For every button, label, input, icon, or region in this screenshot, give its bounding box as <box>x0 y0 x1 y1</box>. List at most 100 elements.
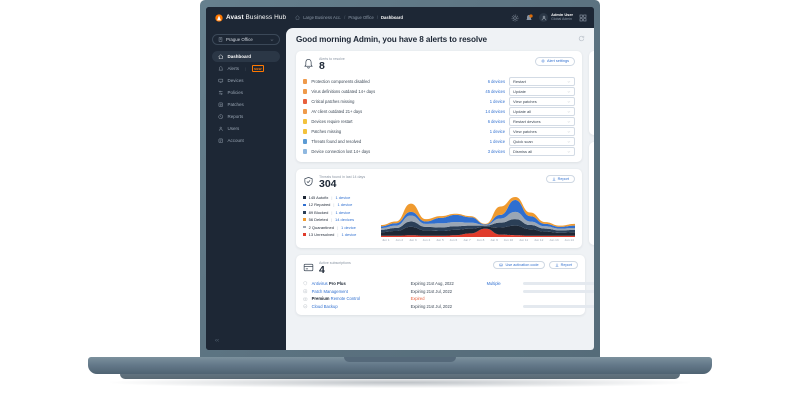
legend-color-swatch <box>303 203 306 207</box>
alert-action-select[interactable]: Quick scan <box>509 137 575 146</box>
laptop-shadow <box>110 377 690 388</box>
bell-outline-icon <box>304 59 313 69</box>
subscriptions-card-meta: Active subscriptions 4 <box>319 261 351 276</box>
left-column: Alerts to resolve 8 Alert settings <box>296 51 582 248</box>
alert-device-count[interactable]: 1 device <box>489 98 505 104</box>
subscription-name[interactable]: Antivirus Pro Plus <box>311 281 346 287</box>
threats-card-meta: Threats found in last 14 days 304 <box>319 175 365 190</box>
sidebar-item-reports[interactable]: Reports <box>212 111 280 122</box>
area-series-blocked <box>381 219 575 233</box>
x-tick-label: Jun 4 <box>422 237 431 242</box>
threats-report-button[interactable]: Report <box>545 174 575 184</box>
legend-value[interactable]: 14 devices <box>335 217 355 223</box>
alert-device-count[interactable]: 14 devices <box>485 108 505 114</box>
legend-color-swatch <box>303 196 306 199</box>
alert-device-count[interactable]: 3 devices <box>487 148 505 154</box>
subscriptions-report-button[interactable]: Report <box>548 260 578 270</box>
area-series-autofix <box>381 225 575 236</box>
threats-card: Threats found in last 14 days 304 Report <box>296 168 582 248</box>
greeting-row: Good morning Admin, you have 8 alerts to… <box>296 35 585 44</box>
alert-device-count[interactable]: 1 device <box>489 128 505 134</box>
legend-color-swatch <box>303 233 306 236</box>
x-tick-label: Jun 11 <box>519 237 529 242</box>
alert-action-select[interactable]: Restart <box>509 77 575 86</box>
sidebar-item-policies[interactable]: Policies <box>212 87 280 98</box>
legend-value[interactable]: 1 device <box>335 209 351 215</box>
alert-action-select[interactable]: Restart devices <box>509 117 575 126</box>
office-selector[interactable]: Prague Office <box>212 34 280 45</box>
alert-device-count[interactable]: 6 devices <box>487 79 505 85</box>
alert-device-count[interactable]: 45 devices <box>485 89 505 94</box>
threats-card-count: 304 <box>319 177 337 190</box>
legend-value[interactable]: 1 device <box>337 202 353 208</box>
alert-action-label: Update all <box>513 108 532 114</box>
subscription-progress-track <box>522 282 594 286</box>
alert-settings-button[interactable]: Alert settings <box>535 57 575 66</box>
breadcrumb-item-account[interactable]: Large Business Acc. <box>303 15 342 20</box>
refresh-icon[interactable] <box>578 35 585 42</box>
apps-grid-icon[interactable] <box>579 14 587 22</box>
x-tick-label: Jun 5 <box>436 237 444 242</box>
alerts-list: Protection components disabled 6 devices R… <box>303 77 575 156</box>
sidebar-item-dashboard[interactable]: Dashboard <box>212 51 280 62</box>
x-tick-label: Jun 9 <box>490 237 498 242</box>
threats-area-chart: Jun 1 Jun 2 Jun 3 Jun 4 Jun 5 Jun 6 Jun 7 Jun 8… <box>381 195 575 242</box>
badge-new: NEW <box>252 65 264 72</box>
legend-color-swatch <box>303 210 306 214</box>
legend-separator: | <box>333 202 335 208</box>
user-menu[interactable]: Admin User Global Admin <box>539 12 573 22</box>
collapse-sidebar-icon[interactable]: ‹‹ <box>215 338 219 344</box>
severity-indicator-icon <box>303 149 308 154</box>
sidebar-item-devices[interactable]: Devices <box>212 75 280 86</box>
gear-icon[interactable] <box>511 14 519 22</box>
area-series-deleted <box>381 196 575 227</box>
alert-text: Device connection lost 14+ days <box>311 148 371 154</box>
alert-settings-label: Alert settings <box>547 59 569 64</box>
brand[interactable]: Avast Business Hub <box>215 13 286 22</box>
alert-action-select[interactable]: View patches <box>509 97 575 106</box>
alert-row: Protection components disabled 6 devices R… <box>303 77 575 86</box>
breadcrumb-item-office[interactable]: Prague Office <box>348 15 374 20</box>
alert-action-select[interactable]: Dismiss all <box>509 147 575 156</box>
severity-indicator-icon <box>303 119 308 124</box>
area-series-quarantined <box>381 211 575 231</box>
legend-value[interactable]: 1 device <box>335 194 351 200</box>
alert-action-select[interactable]: Update all <box>509 107 575 116</box>
alert-action-label: View patches <box>513 98 537 104</box>
subscription-name[interactable]: Patch Management <box>311 288 348 294</box>
breadcrumb-item-current: Dashboard <box>381 15 403 20</box>
x-tick-label: Jun 10 <box>503 237 514 242</box>
brand-name-bold: Avast <box>226 14 244 21</box>
sidebar-item-alerts[interactable]: Alerts | NEW <box>212 63 280 74</box>
alert-action-select[interactable]: Update <box>509 87 575 96</box>
legend-label: 145 Autofix <box>308 194 329 200</box>
chevron-down-icon <box>568 130 571 133</box>
subscription-name[interactable]: Cloud Backup <box>311 304 338 310</box>
alert-device-count[interactable]: 6 devices <box>487 118 505 124</box>
chevron-down-icon <box>568 110 571 113</box>
subscription-expiry: Expiring 21st Aug, 2022 <box>410 281 454 287</box>
subscription-name[interactable]: Premium Remote Control <box>311 296 361 302</box>
patch-icon <box>218 102 223 107</box>
shield-check-icon <box>304 176 313 186</box>
use-activation-code-button[interactable]: Use activation code <box>493 260 545 270</box>
legend-value[interactable]: 1 device <box>341 224 356 230</box>
account-icon <box>218 138 223 143</box>
legend-value[interactable]: 1 device <box>341 231 357 237</box>
sidebar-item-users[interactable]: Users <box>212 123 280 134</box>
subscription-progress-track <box>522 305 594 309</box>
subscription-multiple-link[interactable]: Multiple <box>486 281 501 287</box>
x-tick-label: Jun 1 <box>382 237 390 242</box>
subscriptions-card: Active subscriptions 4 Use activation co… <box>296 254 594 316</box>
sidebar-item-account[interactable]: Account <box>212 135 280 146</box>
sidebar-item-patches[interactable]: Patches <box>212 99 280 110</box>
alert-action-select[interactable]: View patches <box>509 127 575 136</box>
alert-device-count[interactable]: 1 device <box>489 138 505 144</box>
alert-row: Virus definitions outdated 14+ days 45 de… <box>303 87 575 96</box>
x-tick-label: Jun 8 <box>476 237 485 242</box>
notification-bell-icon[interactable] <box>525 13 533 22</box>
threats-chart-xaxis: Jun 1 Jun 2 Jun 3 Jun 4 Jun 5 Jun 6 Jun 7 Jun 8… <box>381 237 575 242</box>
sidebar-item-label: Devices <box>227 78 244 83</box>
subscriptions-list: Antivirus Pro Plus Expiring 21st Aug, 202… <box>303 281 594 310</box>
